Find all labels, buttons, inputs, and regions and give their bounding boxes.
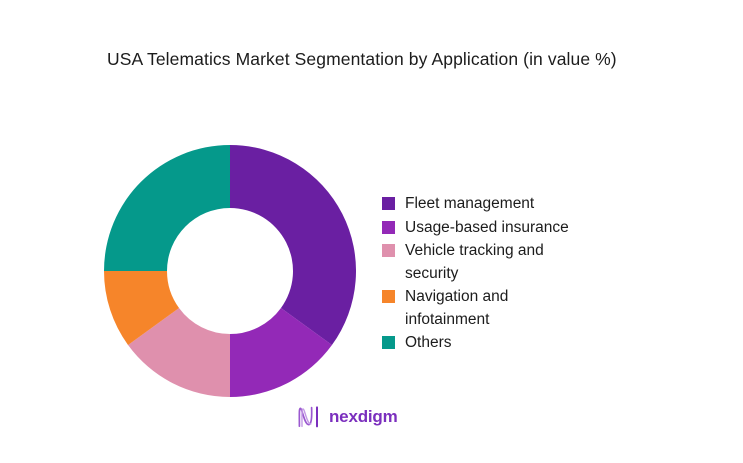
legend-item-usage-based-insurance[interactable]: Usage-based insurance — [382, 217, 642, 240]
legend-item-label: Vehicle tracking and security — [405, 242, 544, 282]
legend-item-label: Others — [405, 334, 452, 351]
donut-slice-group — [104, 145, 356, 397]
donut-slice[interactable] — [230, 308, 332, 397]
brand-logo: nexdigm — [296, 404, 398, 430]
brand-name: nexdigm — [329, 407, 398, 426]
legend-item-label: Fleet management — [405, 195, 535, 212]
donut-slice[interactable] — [128, 308, 230, 397]
legend-swatch-icon — [382, 290, 395, 303]
donut-slice[interactable] — [230, 145, 356, 346]
legend-item-navigation-and-infotainment[interactable]: Navigation and infotainment — [382, 286, 642, 331]
chart-title: USA Telematics Market Segmentation by Ap… — [107, 49, 617, 69]
legend-item-label: Navigation and infotainment — [405, 288, 509, 328]
legend-item-vehicle-tracking-and-security[interactable]: Vehicle tracking and security — [382, 240, 642, 285]
legend-swatch-icon — [382, 244, 395, 257]
legend-swatch-icon — [382, 336, 395, 349]
nexdigm-n-icon — [298, 406, 318, 428]
legend-item-others[interactable]: Others — [382, 332, 642, 355]
donut-chart — [104, 145, 356, 397]
donut-slice[interactable] — [104, 145, 230, 271]
legend-swatch-icon — [382, 197, 395, 210]
donut-slice[interactable] — [104, 271, 180, 346]
legend-item-label: Usage-based insurance — [405, 218, 569, 236]
chart-legend: Fleet management Usage-based insurance V… — [382, 193, 642, 356]
donut-chart-svg — [104, 145, 356, 397]
legend-swatch-icon — [382, 220, 395, 234]
legend-item-fleet-management[interactable]: Fleet management — [382, 193, 642, 216]
